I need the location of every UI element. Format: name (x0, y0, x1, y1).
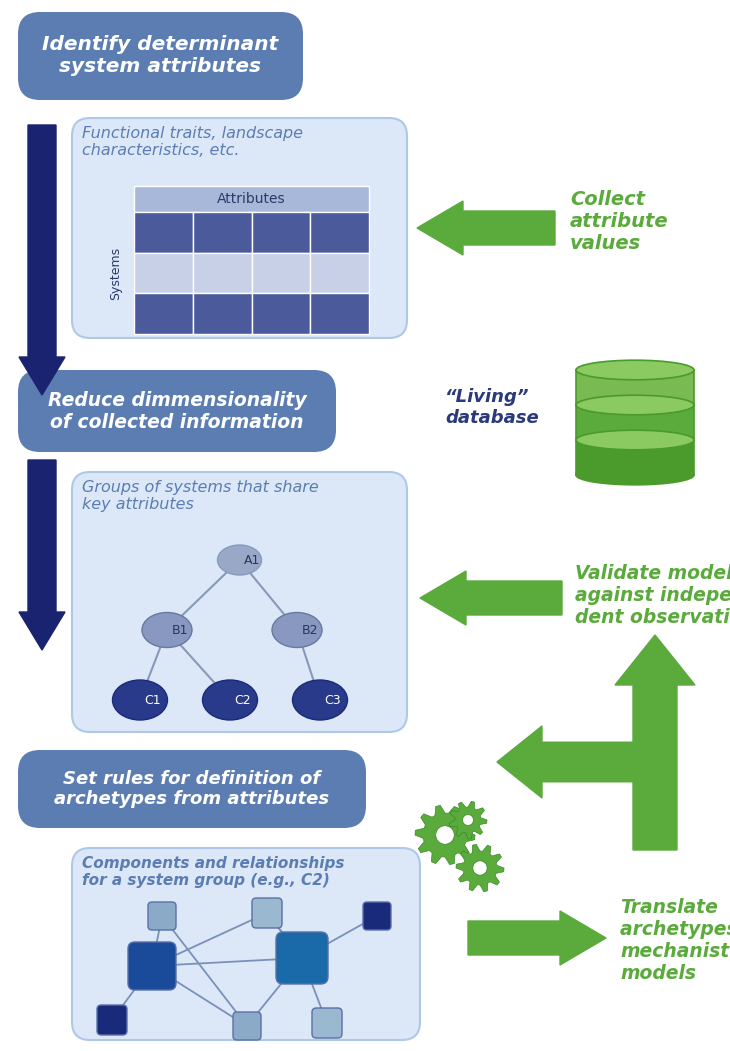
Text: “Living”
database: “Living” database (445, 388, 539, 427)
FancyBboxPatch shape (363, 902, 391, 930)
Text: C1: C1 (144, 694, 161, 706)
FancyArrow shape (468, 911, 606, 965)
Ellipse shape (576, 430, 694, 450)
Circle shape (473, 861, 487, 875)
Ellipse shape (202, 680, 258, 720)
Text: Components and relationships
for a system group (e.g., C2): Components and relationships for a syste… (82, 856, 345, 888)
FancyBboxPatch shape (72, 472, 407, 731)
FancyBboxPatch shape (312, 1008, 342, 1038)
Text: Functional traits, landscape
characteristics, etc.: Functional traits, landscape characteris… (82, 126, 303, 159)
Text: Attributes: Attributes (218, 192, 286, 206)
Text: B1: B1 (172, 623, 188, 637)
FancyBboxPatch shape (148, 902, 176, 930)
Bar (193, 252, 252, 293)
Bar (134, 293, 193, 334)
FancyArrow shape (420, 571, 562, 625)
FancyBboxPatch shape (252, 898, 282, 928)
Text: Groups of systems that share
key attributes: Groups of systems that share key attribu… (82, 480, 319, 513)
FancyArrow shape (19, 460, 65, 650)
Bar (193, 293, 252, 334)
Ellipse shape (218, 545, 261, 575)
Ellipse shape (293, 680, 347, 720)
Bar (576, 405, 694, 440)
Bar (252, 252, 310, 293)
Ellipse shape (576, 360, 694, 379)
Circle shape (436, 826, 454, 844)
Polygon shape (415, 805, 475, 865)
Bar (252, 293, 310, 334)
Ellipse shape (576, 395, 694, 415)
Bar (633, 742, 659, 782)
Bar (310, 293, 369, 334)
FancyArrow shape (19, 125, 65, 395)
Bar (310, 212, 369, 252)
Ellipse shape (576, 466, 694, 485)
Polygon shape (456, 844, 504, 891)
Text: C3: C3 (324, 694, 341, 706)
Bar (193, 212, 252, 252)
FancyBboxPatch shape (97, 1005, 127, 1035)
Text: Set rules for definition of
archetypes from attributes: Set rules for definition of archetypes f… (55, 769, 329, 808)
FancyBboxPatch shape (18, 370, 336, 452)
Bar (134, 212, 193, 252)
Circle shape (463, 815, 474, 825)
FancyBboxPatch shape (18, 750, 366, 828)
Bar (576, 370, 694, 405)
Text: Identify determinant
system attributes: Identify determinant system attributes (42, 36, 278, 77)
Text: C2: C2 (234, 694, 250, 706)
Ellipse shape (142, 613, 192, 647)
Polygon shape (449, 801, 487, 839)
FancyBboxPatch shape (276, 932, 328, 984)
FancyBboxPatch shape (72, 848, 420, 1040)
FancyArrow shape (615, 635, 695, 850)
FancyBboxPatch shape (18, 12, 303, 100)
Bar (252, 212, 310, 252)
Text: B2: B2 (302, 623, 318, 637)
FancyArrow shape (497, 726, 633, 798)
Bar (134, 186, 369, 212)
Ellipse shape (112, 680, 167, 720)
Text: Reduce dimmensionality
of collected information: Reduce dimmensionality of collected info… (47, 391, 307, 432)
Text: Validate models
against indepen-
dent observations: Validate models against indepen- dent ob… (575, 564, 730, 627)
Text: Collect
attribute
values: Collect attribute values (570, 190, 669, 253)
Text: A1: A1 (244, 554, 260, 566)
Text: Translate
archetypes into
mechanistic
models: Translate archetypes into mechanistic mo… (620, 898, 730, 983)
FancyArrow shape (417, 201, 555, 255)
FancyBboxPatch shape (128, 942, 176, 990)
Text: Systems: Systems (110, 246, 123, 300)
FancyBboxPatch shape (233, 1012, 261, 1040)
Ellipse shape (272, 613, 322, 647)
Bar (134, 252, 193, 293)
Bar (576, 440, 694, 475)
Bar (310, 252, 369, 293)
FancyBboxPatch shape (72, 118, 407, 338)
